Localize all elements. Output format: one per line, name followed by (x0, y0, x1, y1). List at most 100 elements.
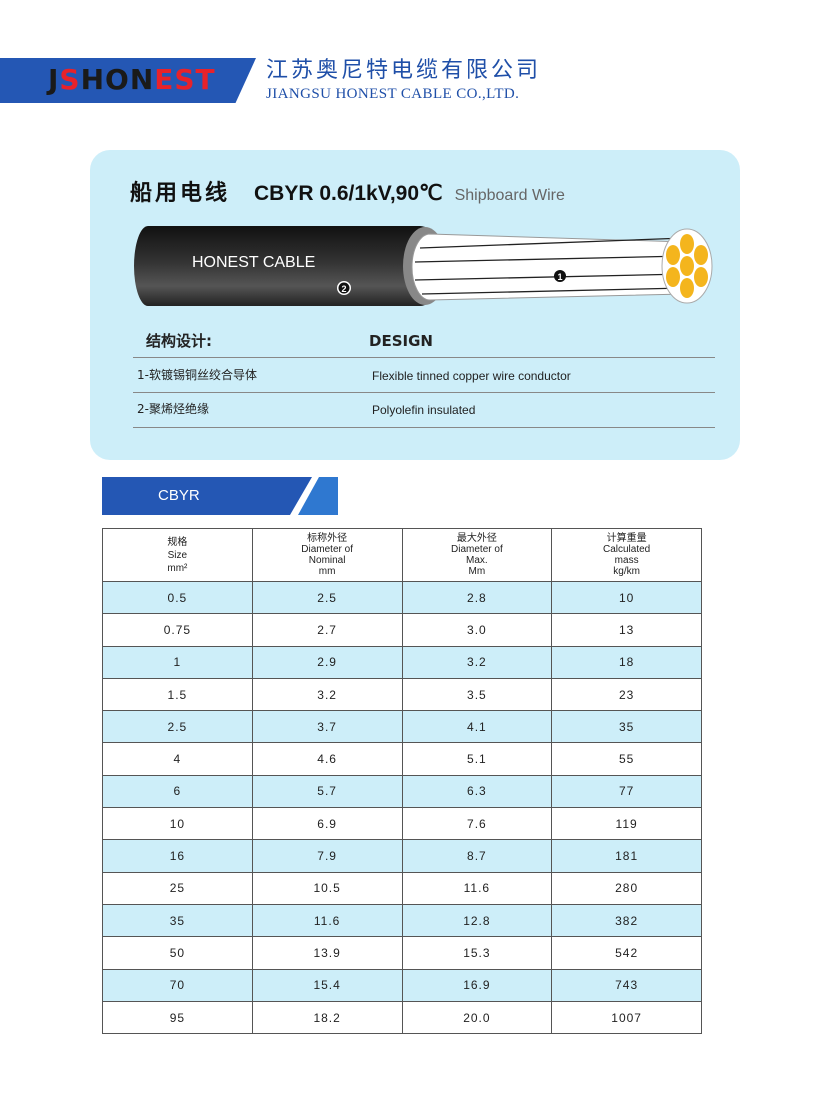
company-name-en: JIANGSU HONEST CABLE CO.,LTD. (266, 86, 520, 102)
design-row-1-cn: 1-软镀锡铜丝绞合导体 (137, 368, 257, 382)
design-heading-en: DESIGN (369, 332, 433, 350)
table-cell: 280 (551, 871, 702, 905)
table-cell: 35 (102, 903, 253, 938)
table-row: 6 5.7 6.3 77 (102, 774, 702, 809)
table-cell: 542 (551, 936, 702, 970)
table-header-row: 规格 Size mm² 标称外径 Diameter of Nominal mm 最大外径 Dia… (102, 528, 702, 582)
table-cell: 18.2 (251, 1000, 403, 1035)
table-cell: 2.5 (251, 580, 403, 615)
table-cell: 16 (102, 839, 253, 873)
table-cell: 16.9 (401, 968, 553, 1002)
table-cell: 6.3 (401, 774, 553, 809)
table-cell: 11.6 (251, 903, 403, 938)
table-cell: 4.1 (401, 710, 553, 744)
column-header-line: Max. (466, 555, 488, 566)
table-cell: 2.7 (251, 613, 403, 647)
cable-illustration: HONEST CABLE 2 1 (134, 226, 713, 306)
column-header-line: mm (318, 566, 336, 577)
table-row: 1 2.9 3.2 18 (102, 645, 702, 679)
table-cell: 5.1 (401, 742, 553, 776)
design-row-2-en: Polyolefin insulated (372, 403, 476, 417)
table-row: 1.5 3.2 3.5 23 (102, 677, 702, 712)
table-cell: 23 (551, 677, 702, 712)
design-row-2-cn: 2-聚烯烃绝缘 (137, 402, 209, 416)
divider (133, 427, 715, 428)
table-cell: 15.3 (401, 936, 553, 970)
table-cell: 11.6 (401, 871, 553, 905)
table-cell: 70 (102, 968, 253, 1002)
table-cell: 119 (551, 807, 702, 841)
table-row: 16 7.9 8.7 181 (102, 839, 702, 873)
product-code: CBYR 0.6/1kV,90℃ (254, 182, 443, 205)
column-header-line: 最大外径 (456, 533, 497, 544)
table-cell: 77 (551, 774, 702, 809)
table-cell: 7.9 (251, 839, 403, 873)
table-cell: 1.5 (102, 677, 253, 712)
column-header: 标称外径 Diameter of Nominal mm (251, 528, 403, 582)
marker-2: 2 (341, 284, 346, 294)
table-cell: 95 (102, 1000, 253, 1035)
table-cell: 35 (551, 710, 702, 744)
table-cell: 8.7 (401, 839, 553, 873)
design-row-1-en: Flexible tinned copper wire conductor (372, 369, 571, 383)
product-title-en: Shipboard Wire (454, 187, 565, 204)
table-cell: 1007 (551, 1000, 702, 1035)
column-header-line: 计算重量 (606, 533, 647, 544)
product-title-row: 船用电线 CBYR 0.6/1kV,90℃ Shipboard Wire (130, 180, 565, 208)
table-cell: 13.9 (251, 936, 403, 970)
column-header: 计算重量 Calculated mass kg/km (551, 528, 702, 582)
table-cell: 2.9 (251, 645, 403, 679)
table-cell: 10 (102, 807, 253, 841)
divider (133, 357, 715, 358)
table-cell: 18 (551, 645, 702, 679)
column-header-line: 标称外径 (307, 533, 348, 544)
table-cell: 10 (551, 580, 702, 615)
column-header-line: Size (167, 549, 188, 561)
table-cell: 382 (551, 903, 702, 938)
table-row: 70 15.4 16.9 743 (102, 968, 702, 1002)
table-cell: 20.0 (401, 1000, 553, 1035)
column-header-line: Mm (468, 566, 486, 577)
table-tab-label: CBYR (158, 487, 200, 504)
product-title-cn: 船用电线 (130, 181, 231, 206)
table-cell: 4 (102, 742, 253, 776)
divider (133, 392, 715, 393)
table-cell: 3.5 (401, 677, 553, 712)
table-cell: 7.6 (401, 807, 553, 841)
table-cell: 12.8 (401, 903, 553, 938)
column-header-line: Nominal (308, 555, 346, 566)
table-tab (102, 477, 338, 515)
table-cell: 25 (102, 871, 253, 905)
column-header: 最大外径 Diameter of Max. Mm (401, 528, 553, 582)
table-cell: 743 (551, 968, 702, 1002)
table-cell: 1 (102, 645, 253, 679)
table-cell: 3.2 (401, 645, 553, 679)
column-header-line: Calculated (602, 544, 651, 555)
table-cell: 3.7 (251, 710, 403, 744)
table-row: 0.5 2.5 2.8 10 (102, 580, 702, 615)
column-header-line: Diameter of (451, 544, 503, 555)
company-name-block: 江苏奥尼特电缆有限公司 JIANGSU HONEST CABLE CO.,LTD… (266, 58, 541, 102)
table-cell: 6.9 (251, 807, 403, 841)
table-cell: 181 (551, 839, 702, 873)
cable-print-text: HONEST CABLE (192, 254, 315, 271)
header-band (0, 58, 256, 103)
table-row: 0.75 2.7 3.0 13 (102, 613, 702, 647)
table-cell: 5.7 (251, 774, 403, 809)
table-cell: 15.4 (251, 968, 403, 1002)
column-header-line: mass (614, 555, 639, 566)
column-header-line: mm² (167, 562, 188, 574)
marker-1: 1 (557, 272, 562, 282)
column-header: 规格 Size mm² (102, 528, 253, 582)
table-cell: 3.2 (251, 677, 403, 712)
column-header-line: kg/km (613, 566, 640, 577)
company-logo: JSHONEST (48, 63, 216, 96)
table-cell: 50 (102, 936, 253, 970)
table-cell: 10.5 (251, 871, 403, 905)
table-cell: 3.0 (401, 613, 553, 647)
table-cell: 55 (551, 742, 702, 776)
table-cell: 2.5 (102, 710, 253, 744)
spec-table: 规格 Size mm² 标称外径 Diameter of Nominal mm 最大外径 Dia… (102, 528, 702, 1035)
table-cell: 0.75 (102, 613, 253, 647)
